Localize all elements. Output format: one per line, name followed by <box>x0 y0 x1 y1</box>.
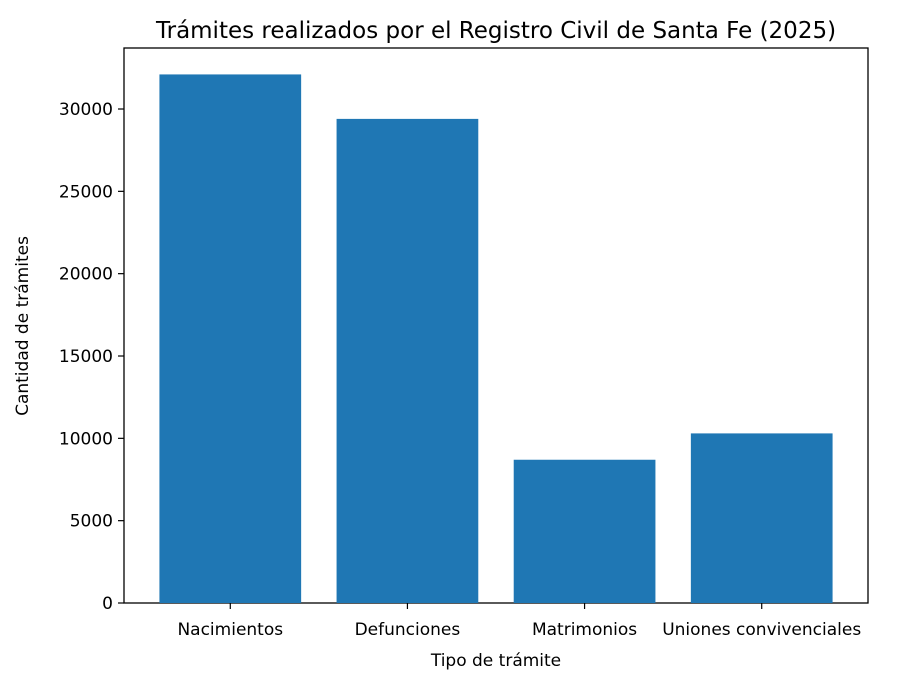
x-tick-label: Nacimientos <box>177 620 283 640</box>
y-tick-label: 10000 <box>59 429 113 449</box>
y-tick-label: 25000 <box>59 182 113 202</box>
y-tick-label: 30000 <box>59 100 113 120</box>
bars-group <box>159 74 833 603</box>
x-tick-label: Matrimonios <box>532 620 637 640</box>
y-axis-label: Cantidad de trámites <box>13 236 33 416</box>
y-axis-ticks: 0 5000 10000 15000 20000 25000 30000 <box>59 100 124 614</box>
x-tick-label: Defunciones <box>355 620 461 640</box>
bar-nacimientos <box>159 74 302 603</box>
x-axis-label: Tipo de trámite <box>430 651 561 671</box>
y-tick-label: 20000 <box>59 265 113 285</box>
chart-title: Trámites realizados por el Registro Civi… <box>155 18 836 44</box>
bar-defunciones <box>336 118 479 603</box>
x-axis-ticks: Nacimientos Defunciones Matrimonios Uniones… <box>177 603 861 640</box>
x-tick-label: Uniones convivenciales <box>662 620 861 640</box>
y-tick-label: 0 <box>102 594 113 614</box>
y-tick-label: 15000 <box>59 347 113 367</box>
bar-matrimonios <box>513 459 656 603</box>
y-tick-label: 5000 <box>70 512 113 532</box>
bar-uniones-convivenciales <box>690 433 833 603</box>
